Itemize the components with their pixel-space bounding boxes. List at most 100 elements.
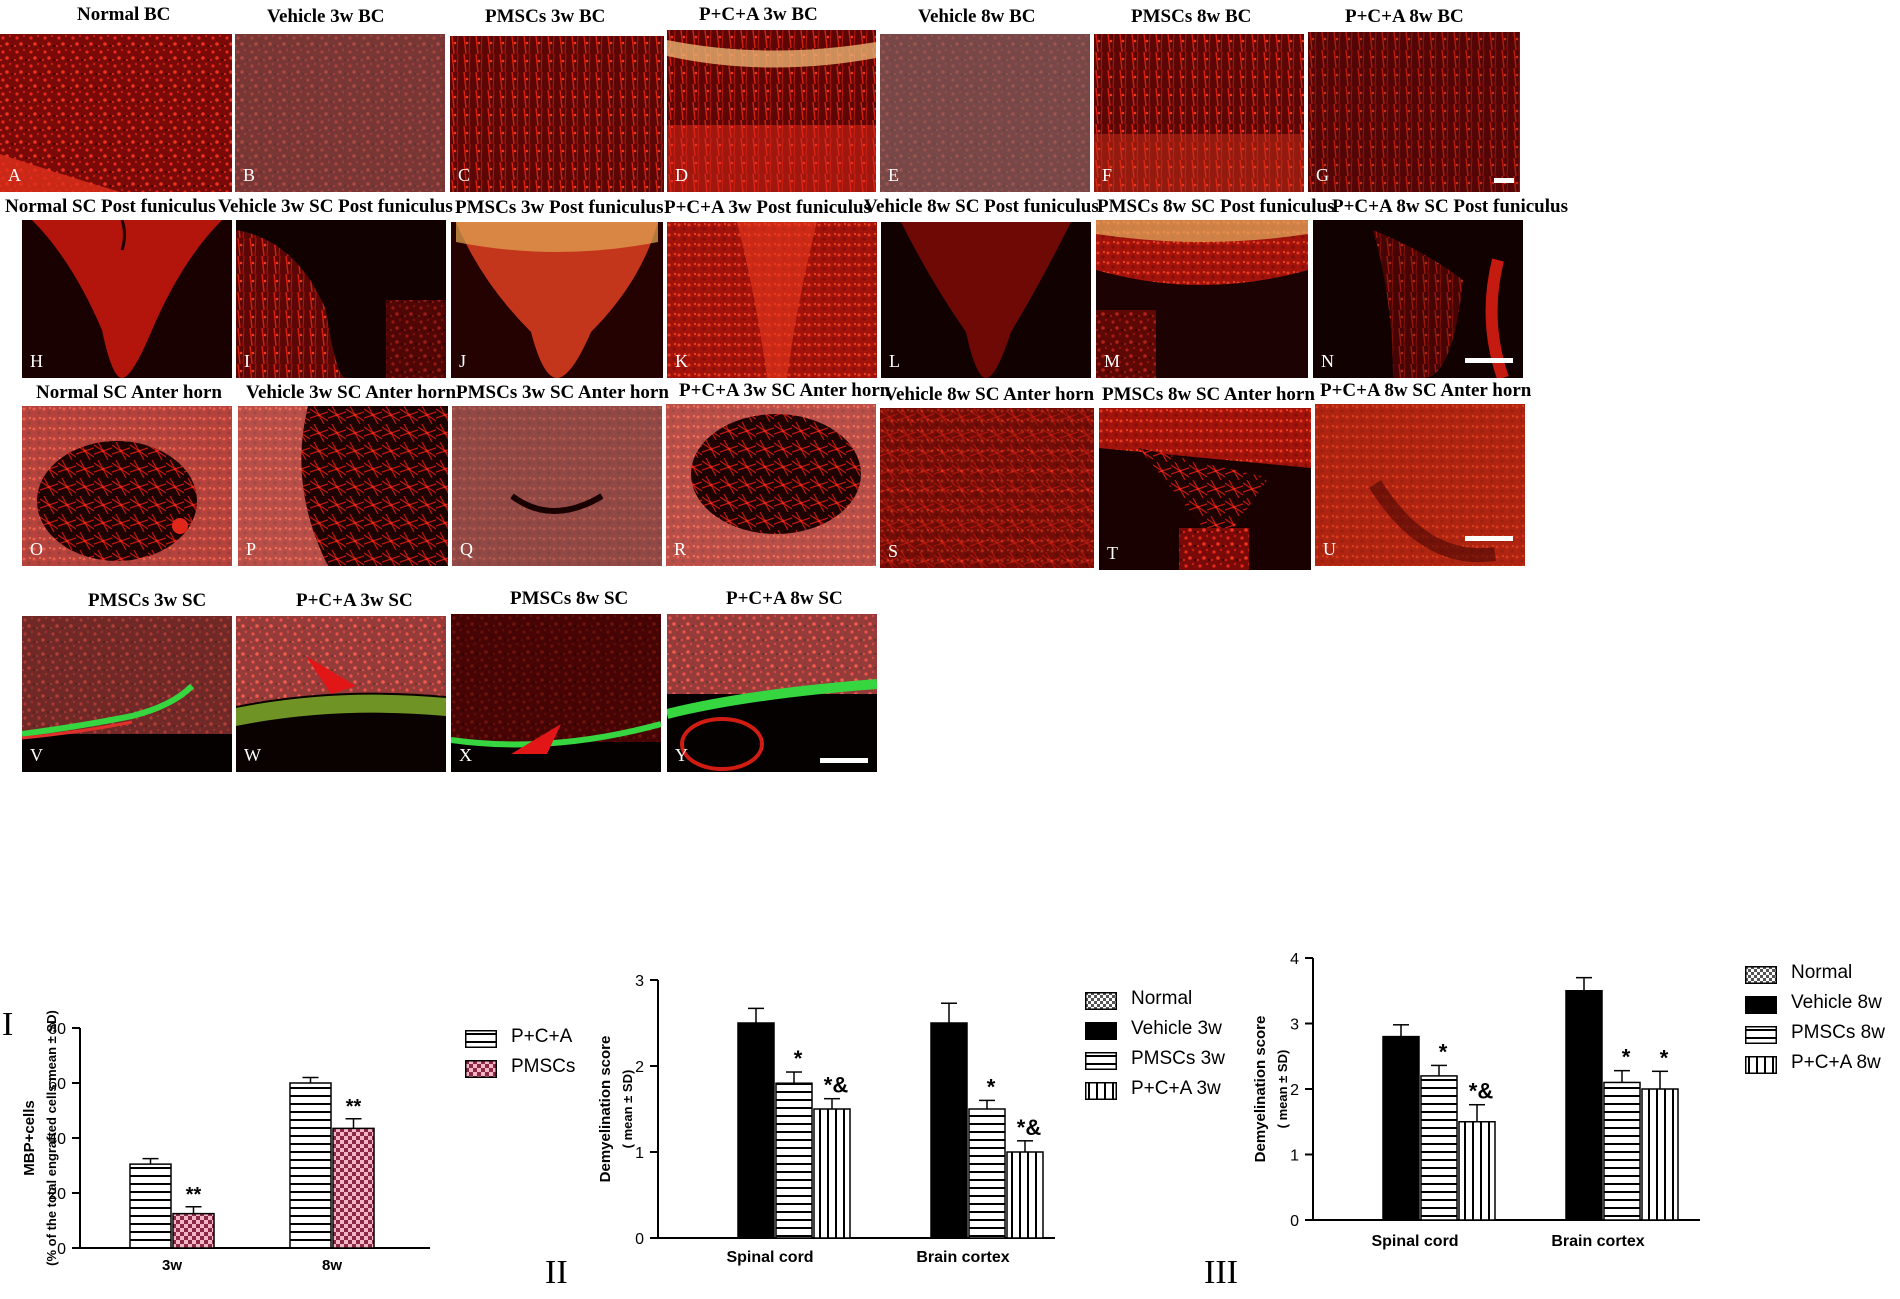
- panel-label: X: [459, 745, 472, 765]
- x-tick-label: 3w: [162, 1257, 182, 1274]
- micrograph-panel-m: M: [1096, 220, 1308, 378]
- y-tick-label: 1: [1290, 1148, 1299, 1165]
- legend-label: P+C+A 8w: [1791, 1052, 1881, 1073]
- panel-label: O: [30, 539, 43, 559]
- significance-mark: **: [186, 1184, 202, 1206]
- micrograph-image: [236, 220, 446, 378]
- bar: [775, 1082, 813, 1239]
- x-tick-label: Spinal cord: [1371, 1233, 1458, 1250]
- micrograph-image: [22, 616, 232, 772]
- panel-title: PMSCs 3w Post funiculus: [455, 197, 664, 218]
- micrograph-image: [667, 30, 876, 192]
- legend-label: P+C+A: [511, 1026, 573, 1047]
- panel-label: S: [888, 541, 899, 561]
- bar: [1458, 1121, 1496, 1221]
- legend-swatch: [1745, 1056, 1777, 1074]
- micrograph-panel-p: P: [238, 406, 448, 566]
- panel-title: P+C+A 8w SC Anter horn: [1320, 380, 1532, 401]
- micrograph-image: [236, 616, 446, 772]
- panel-label: J: [459, 351, 467, 371]
- panel-label: U: [1323, 539, 1336, 559]
- micrograph-image: [452, 406, 662, 566]
- bar: [1382, 1035, 1420, 1221]
- panel-title: PMSCs 8w BC: [1131, 6, 1252, 27]
- micrograph-panel-n: N: [1313, 220, 1523, 378]
- bar: [1420, 1075, 1458, 1221]
- micrograph-panel-y: Y: [667, 614, 877, 772]
- micrograph-panel-c: C: [450, 36, 664, 192]
- y-tick-label: 1: [635, 1145, 644, 1162]
- chart-ii-plot: 0 1 2 3 Demyelination score ( mean ± SD) Spina…: [597, 973, 1055, 1266]
- micrograph-panel-v: V: [22, 616, 232, 772]
- micrograph-image: [1094, 34, 1304, 192]
- panel-title: PMSCs 3w SC Anter horn: [456, 382, 669, 403]
- significance-mark: **: [346, 1096, 362, 1118]
- panel-label: H: [30, 351, 43, 371]
- panel-title: Normal BC: [77, 4, 171, 25]
- bar: [289, 1082, 332, 1249]
- legend-label: Vehicle 3w: [1131, 1018, 1222, 1039]
- micrograph-image: [450, 36, 664, 192]
- panel-title: P+C+A 8w SC Post funiculus: [1332, 196, 1568, 217]
- panel-title: Vehicle 3w SC Anter horn: [246, 382, 457, 403]
- panel-title: PMSCs 8w SC: [510, 588, 629, 609]
- micrograph-panel-l: L: [881, 222, 1091, 378]
- panel-label: K: [675, 351, 688, 371]
- legend-label: Vehicle 8w: [1791, 992, 1882, 1013]
- panel-title: Normal SC Anter horn: [36, 382, 222, 403]
- panel-title: P+C+A 3w Post funiculus: [664, 197, 871, 218]
- micrograph-panel-g: G: [1308, 32, 1520, 192]
- panel-title: PMSCs 8w SC Post funiculus: [1097, 196, 1335, 217]
- y-tick-label: 0: [1290, 1213, 1299, 1230]
- legend-swatch: [1745, 1026, 1777, 1044]
- legend-swatch: [1085, 1082, 1117, 1100]
- legend-swatch: [1085, 992, 1117, 1010]
- micrograph-panel-u: U: [1315, 404, 1525, 566]
- y-tick-label: 0: [57, 1241, 66, 1258]
- bar: [1006, 1151, 1044, 1239]
- y-tick-label: 4: [1290, 951, 1299, 968]
- y-tick-label: 20: [48, 1186, 66, 1203]
- legend-label: PMSCs 3w: [1131, 1048, 1225, 1069]
- micrograph-image: [451, 614, 661, 772]
- micrograph-image: [451, 222, 663, 378]
- micrograph-image: [666, 404, 876, 566]
- legend-label: Normal: [1791, 962, 1853, 983]
- scale-bar: [1465, 536, 1513, 541]
- x-tick-label: 8w: [322, 1257, 342, 1274]
- panel-label: P: [246, 539, 257, 559]
- y-axis-label-2: ( mean ± SD): [620, 1070, 635, 1149]
- panel-title: PMSCs 3w BC: [485, 6, 606, 27]
- micrograph-panel-a: A: [0, 34, 232, 192]
- bar: [332, 1127, 375, 1249]
- y-tick-label: 2: [635, 1059, 644, 1076]
- panel-label: G: [1316, 165, 1329, 185]
- micrograph-image: [0, 34, 232, 192]
- micrograph-image: [667, 614, 877, 772]
- x-tick-label: Brain cortex: [1551, 1233, 1644, 1250]
- panel-label: A: [8, 165, 21, 185]
- x-tick-label: Spinal cord: [726, 1249, 813, 1266]
- panel-title: P+C+A 3w BC: [699, 4, 818, 25]
- panel-label: L: [889, 351, 900, 371]
- panel-label: B: [243, 165, 256, 185]
- bar: [1641, 1088, 1679, 1221]
- micrograph-image: [238, 406, 448, 566]
- panel-title: P+C+A 8w BC: [1345, 6, 1464, 27]
- legend-swatch: [1745, 966, 1777, 984]
- legend-label: P+C+A 3w: [1131, 1078, 1221, 1099]
- micrograph-panel-k: K: [667, 222, 877, 378]
- bar: [172, 1212, 215, 1249]
- micrograph-panel-d: D: [667, 30, 876, 192]
- micrograph-image: [235, 34, 445, 192]
- y-tick-label: 60: [48, 1076, 66, 1093]
- panel-label: T: [1107, 543, 1118, 563]
- micrograph-panel-x: X: [451, 614, 661, 772]
- y-tick-label: 40: [48, 1131, 66, 1148]
- significance-mark: *: [794, 1046, 803, 1071]
- scale-bar: [1465, 358, 1513, 363]
- chart-i-plot: 0 20 40 60 80 MBP+cells (% of the total engraf…: [21, 1010, 430, 1274]
- x-tick-label: Brain cortex: [916, 1249, 1009, 1266]
- micrograph-image: [22, 220, 232, 378]
- micrograph-image: [1099, 408, 1311, 570]
